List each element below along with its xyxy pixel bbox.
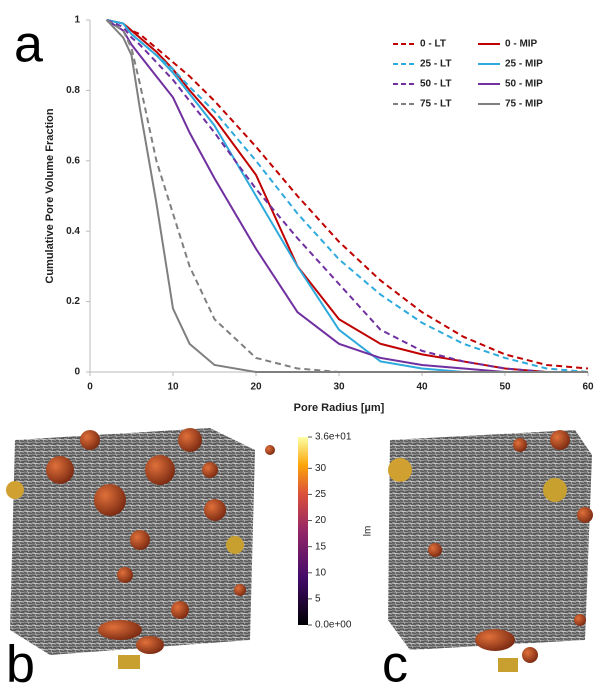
x-tick-label: 40: [416, 382, 428, 393]
line-series: [106, 19, 588, 373]
line-series: [106, 19, 589, 373]
legend-label: 75 - MIP: [505, 99, 543, 110]
line-series: [105, 19, 588, 373]
colorbar-tick-label: 10: [315, 567, 327, 578]
legend-label: 0 - LT: [420, 39, 446, 50]
x-tick-label: 20: [250, 382, 262, 393]
line-series: [106, 19, 589, 370]
x-tick-label: 10: [167, 382, 179, 393]
x-axis-label: Pore Radius [µm]: [294, 402, 385, 414]
x-tick-label: 30: [333, 382, 345, 393]
y-tick-label: 0.6: [66, 155, 80, 166]
panel-label: a: [14, 16, 43, 74]
panel-label: b: [6, 636, 35, 694]
colorbar-tick-label: 25: [315, 489, 327, 500]
panel-label: c: [382, 636, 408, 694]
colorbar-tick-label: 20: [315, 515, 327, 526]
render-c: [388, 430, 593, 672]
y-tick-label: 0.4: [66, 226, 80, 237]
colorbar-tick-label: 5: [315, 594, 321, 605]
y-tick-label: 1: [74, 15, 80, 26]
colorbar-tick-label: 0.0e+00: [315, 620, 352, 631]
x-tick-label: 60: [582, 382, 594, 393]
y-tick-label: 0: [74, 367, 80, 378]
line-series: [106, 19, 588, 373]
legend-label: 75 - LT: [420, 99, 451, 110]
y-axis-label: Cumulative Pore Volume Fraction: [44, 108, 56, 284]
legend-label: 0 - MIP: [505, 39, 538, 50]
legend-label: 50 - MIP: [505, 79, 543, 90]
colorbar: [298, 437, 308, 625]
x-tick-label: 0: [87, 382, 93, 393]
legend-label: 25 - LT: [420, 59, 451, 70]
render-b: [6, 428, 275, 669]
legend-label: 50 - LT: [420, 79, 451, 90]
legend-label: 25 - MIP: [505, 59, 543, 70]
colorbar-tick-label: 3.6e+01: [315, 432, 352, 443]
y-tick-label: 0.8: [66, 85, 80, 96]
x-tick-label: 50: [499, 382, 511, 393]
y-tick-label: 0.2: [66, 296, 80, 307]
colorbar-tick-label: 15: [315, 541, 327, 552]
colorbar-tick-label: 30: [315, 463, 327, 474]
colorbar-label: lm: [363, 526, 374, 537]
